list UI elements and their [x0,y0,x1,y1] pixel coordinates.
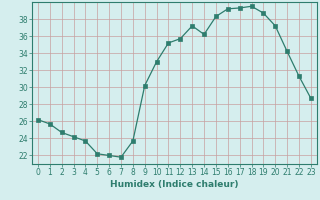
X-axis label: Humidex (Indice chaleur): Humidex (Indice chaleur) [110,180,239,189]
